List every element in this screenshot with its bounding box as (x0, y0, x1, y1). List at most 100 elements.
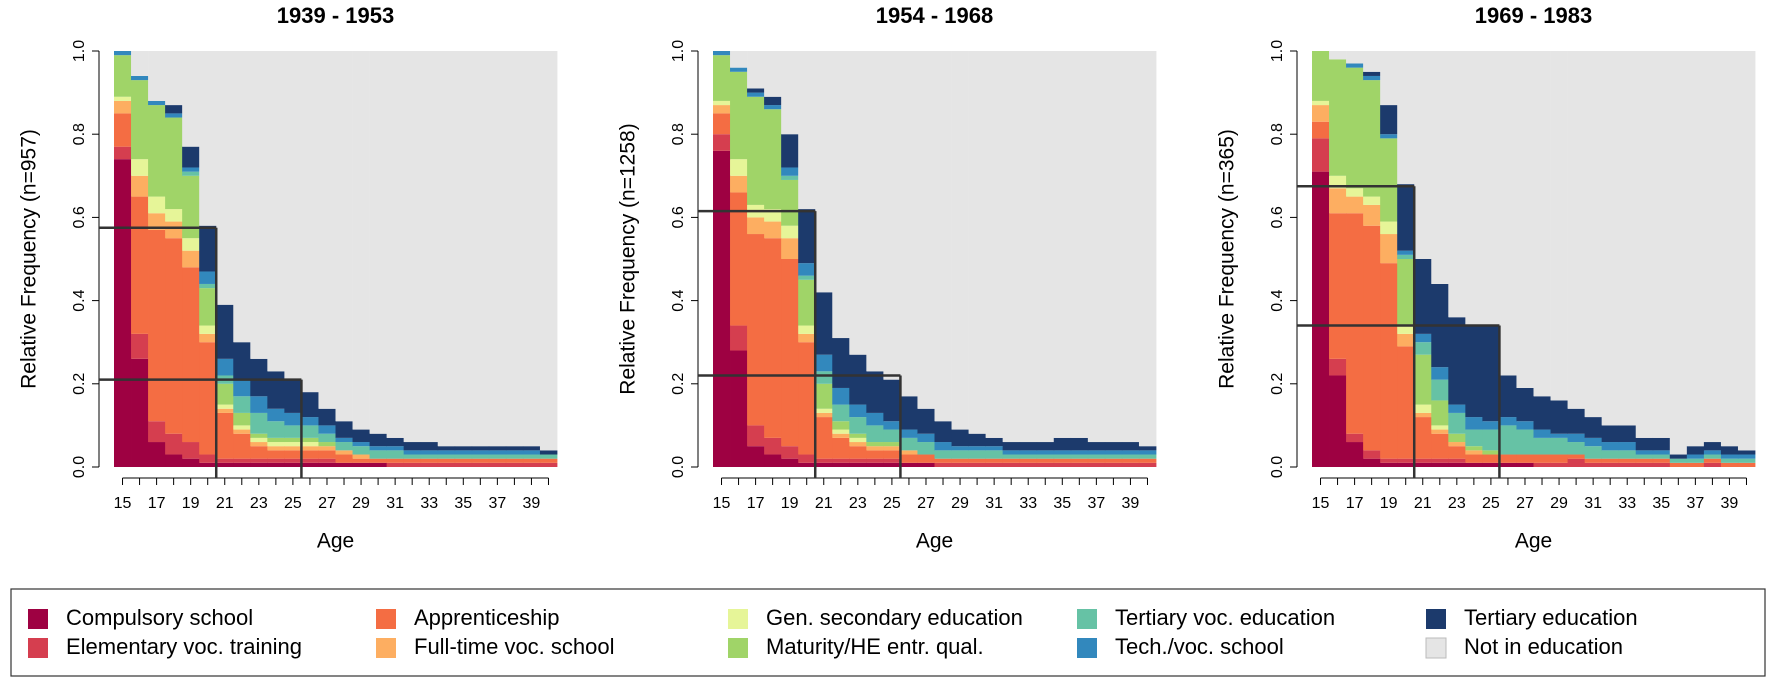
bar-segment (764, 238, 782, 438)
bar-segment (301, 425, 319, 438)
bar-segment (250, 462, 268, 467)
bar-segment (1533, 437, 1551, 455)
bar-segment (1002, 450, 1021, 455)
bar-segment (454, 446, 473, 451)
bar-segment (1448, 404, 1466, 413)
bar-segment (1414, 412, 1432, 418)
bar-segment (250, 458, 268, 463)
bar-segment (1104, 458, 1123, 463)
bar-segment (199, 342, 217, 455)
bar-segment (335, 462, 353, 467)
bar-segment (233, 396, 251, 413)
bar-segment (1703, 51, 1722, 443)
y-axis-label: Relative Frequency (n=1258) (617, 123, 640, 394)
bar-segment (250, 442, 268, 447)
bar-segment (1431, 400, 1449, 426)
bar-segment (182, 167, 200, 172)
bar-segment (250, 412, 268, 434)
bar-segment (1669, 454, 1688, 459)
bar-segment (1703, 450, 1722, 455)
bar-segment (522, 458, 541, 463)
bar-segment (1397, 346, 1415, 459)
x-axis-label: Age (317, 530, 354, 553)
legend-label: Full-time voc. school (414, 634, 615, 659)
bar-segment (1482, 429, 1500, 451)
bar-segment (798, 279, 816, 326)
bar-segment (951, 446, 969, 451)
bar-segment (985, 446, 1004, 451)
x-tick-label: 33 (420, 495, 438, 512)
x-tick-label: 17 (1346, 495, 1364, 512)
bar-segment (1019, 462, 1038, 467)
bar-segment (1431, 458, 1449, 463)
bar-segment (318, 442, 336, 447)
bar-segment (182, 267, 200, 443)
bar-segment (318, 462, 336, 467)
bar-segment (1652, 454, 1671, 459)
bar-segment (1346, 188, 1364, 197)
bar-segment (437, 454, 456, 459)
bar-segment (1567, 454, 1586, 459)
bar-segment (131, 196, 149, 334)
bar-segment (866, 458, 884, 463)
bar-segment (233, 342, 251, 380)
bar-segment (1482, 450, 1500, 455)
bar-segment (1070, 437, 1089, 451)
bar-segment (1686, 454, 1705, 459)
bar-segment (1397, 250, 1415, 255)
bar-segment (1482, 421, 1500, 430)
bar-segment (1635, 462, 1654, 467)
bar-segment (1363, 80, 1381, 197)
bar-segment (934, 458, 952, 463)
bar-segment (1482, 454, 1500, 463)
bar-segment (420, 458, 439, 463)
bar-segment (1482, 325, 1500, 422)
bar-segment (747, 425, 765, 447)
bar-segment (1669, 458, 1688, 463)
bar-segment (1584, 458, 1603, 463)
bar-segment (1104, 454, 1123, 459)
bar-segment (900, 429, 918, 438)
bar-segment (335, 442, 353, 451)
bar-segment (1312, 100, 1330, 106)
bar-segment (199, 333, 217, 343)
bar-segment (318, 433, 336, 443)
bar-segment (781, 167, 799, 176)
bar-segment (369, 458, 388, 463)
bar-segment (522, 450, 541, 455)
x-tick-label: 17 (747, 495, 765, 512)
bar-segment (1121, 462, 1140, 467)
bar-segment (1121, 454, 1140, 459)
bar-segment (815, 292, 833, 355)
bar-segment (747, 51, 765, 89)
bar-segment (849, 404, 867, 418)
bar-segment (369, 450, 388, 459)
bar-segment (883, 462, 901, 467)
bar-segment (849, 442, 867, 447)
bar-segment (764, 51, 782, 97)
bar-segment (1499, 425, 1517, 455)
legend-label: Not in education (1464, 634, 1623, 659)
bar-segment (1397, 458, 1415, 463)
legend-swatch (728, 638, 748, 658)
bar-segment (539, 454, 558, 459)
x-axis-label: Age (916, 530, 953, 553)
bar-segment (1397, 259, 1415, 326)
bar-segment (866, 425, 884, 443)
bar-segment (488, 458, 507, 463)
bar-segment (437, 446, 456, 451)
bar-segment (1036, 458, 1055, 463)
bar-segment (1329, 358, 1347, 376)
bar-segment (1448, 446, 1466, 459)
bar-segment (883, 446, 901, 451)
bar-segment (832, 437, 850, 459)
bar-segment (1397, 333, 1415, 347)
y-tick-label: 0.0 (1269, 456, 1286, 478)
bar-segment (985, 458, 1004, 463)
bar-segment (866, 462, 884, 467)
bar-segment (747, 96, 765, 205)
x-tick-label: 15 (1312, 495, 1330, 512)
bar-segment (1431, 433, 1449, 459)
bar-segment (849, 51, 867, 355)
bar-segment (1431, 379, 1449, 401)
